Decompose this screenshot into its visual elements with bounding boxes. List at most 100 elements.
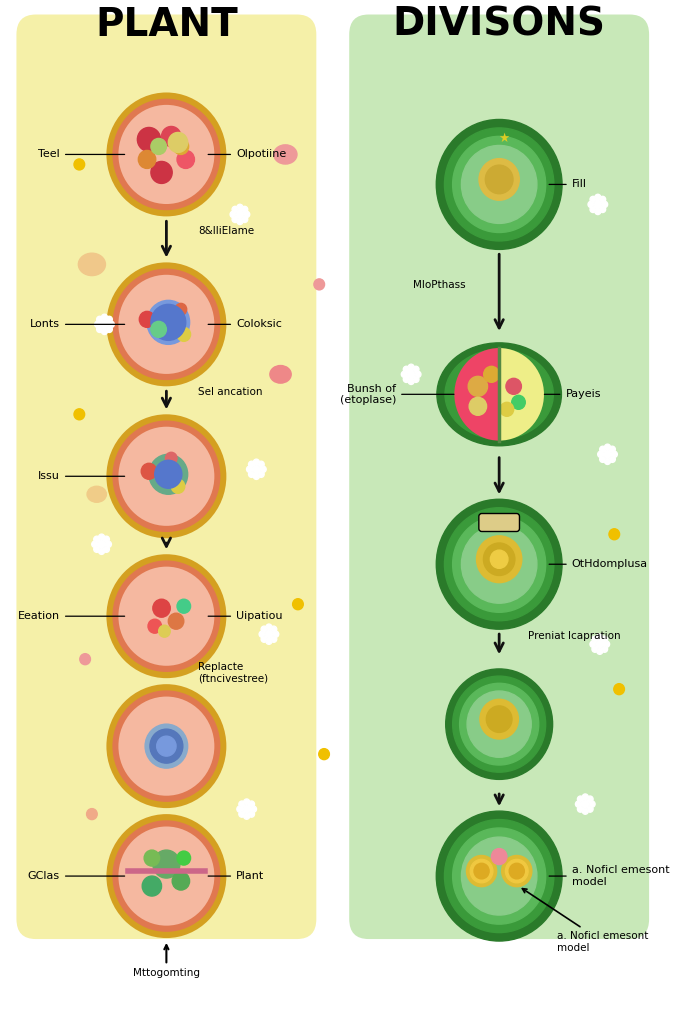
Circle shape <box>95 322 100 328</box>
Circle shape <box>477 536 522 583</box>
Circle shape <box>106 327 112 333</box>
Circle shape <box>610 446 615 453</box>
Circle shape <box>147 300 190 344</box>
Circle shape <box>403 376 409 382</box>
Circle shape <box>232 216 238 222</box>
Circle shape <box>107 554 226 678</box>
Circle shape <box>436 500 562 629</box>
Circle shape <box>237 806 243 812</box>
Circle shape <box>169 132 188 153</box>
Circle shape <box>243 805 250 813</box>
Circle shape <box>270 626 277 633</box>
Circle shape <box>266 638 272 644</box>
Circle shape <box>118 274 215 374</box>
Text: Sel ancation: Sel ancation <box>198 387 263 397</box>
Circle shape <box>171 479 185 494</box>
Circle shape <box>436 120 562 250</box>
Circle shape <box>506 859 528 883</box>
Text: 8&lliElame: 8&lliElame <box>198 226 255 237</box>
Circle shape <box>108 322 114 328</box>
Circle shape <box>112 268 220 380</box>
Text: a. Noficl emesont
model: a. Noficl emesont model <box>549 865 669 887</box>
Text: Replacte
(ftncivestree): Replacte (ftncivestree) <box>198 663 268 684</box>
Circle shape <box>248 801 255 807</box>
Text: Fill: Fill <box>549 179 587 189</box>
Circle shape <box>144 850 160 866</box>
Circle shape <box>142 877 162 896</box>
Text: OtHdomplusa: OtHdomplusa <box>549 559 648 569</box>
Circle shape <box>241 216 248 222</box>
Circle shape <box>261 626 267 633</box>
Circle shape <box>470 859 493 883</box>
Circle shape <box>272 631 279 637</box>
Circle shape <box>592 636 598 642</box>
Circle shape <box>587 796 593 803</box>
Circle shape <box>252 465 261 473</box>
Text: Lonts: Lonts <box>30 319 125 330</box>
Circle shape <box>479 159 519 201</box>
Circle shape <box>230 211 236 217</box>
Circle shape <box>175 303 186 315</box>
Circle shape <box>582 808 588 814</box>
Circle shape <box>253 459 259 466</box>
Circle shape <box>491 550 508 568</box>
Wedge shape <box>499 348 544 440</box>
Text: PLANT: PLANT <box>95 5 238 43</box>
Circle shape <box>98 548 105 554</box>
Circle shape <box>453 676 546 772</box>
Circle shape <box>589 801 595 807</box>
Circle shape <box>250 806 257 812</box>
Circle shape <box>436 811 562 941</box>
Circle shape <box>605 444 610 451</box>
Circle shape <box>177 599 191 613</box>
Circle shape <box>603 451 612 459</box>
Circle shape <box>237 204 243 211</box>
Circle shape <box>173 138 189 155</box>
Circle shape <box>462 525 537 603</box>
Text: DIVISONS: DIVISONS <box>393 5 605 43</box>
Circle shape <box>244 211 250 217</box>
Circle shape <box>149 455 188 495</box>
Circle shape <box>148 620 162 633</box>
Circle shape <box>159 626 170 637</box>
Circle shape <box>118 427 215 526</box>
Text: Coloksic: Coloksic <box>208 319 282 330</box>
Circle shape <box>151 304 186 340</box>
Circle shape <box>236 210 244 218</box>
Circle shape <box>403 367 409 373</box>
Circle shape <box>469 397 486 416</box>
FancyBboxPatch shape <box>350 14 649 939</box>
Circle shape <box>603 641 610 647</box>
Circle shape <box>145 724 188 768</box>
Circle shape <box>118 696 215 796</box>
Circle shape <box>101 314 107 321</box>
Text: GClas: GClas <box>28 871 125 881</box>
Circle shape <box>484 543 515 575</box>
Circle shape <box>592 646 598 652</box>
Circle shape <box>153 850 180 878</box>
Ellipse shape <box>78 253 105 275</box>
Circle shape <box>107 92 226 216</box>
Text: Payeis: Payeis <box>544 389 601 399</box>
Circle shape <box>112 421 220 532</box>
Circle shape <box>292 599 303 609</box>
Text: a. Noficl emesont
model: a. Noficl emesont model <box>522 889 649 952</box>
Circle shape <box>581 800 590 808</box>
Circle shape <box>107 415 226 539</box>
Circle shape <box>265 630 273 638</box>
Text: Preniat Icapration: Preniat Icapration <box>528 631 621 641</box>
Circle shape <box>258 471 264 477</box>
Ellipse shape <box>437 343 561 445</box>
Circle shape <box>610 456 615 463</box>
Circle shape <box>239 811 245 817</box>
Circle shape <box>151 322 166 337</box>
Circle shape <box>244 799 250 805</box>
Circle shape <box>577 796 583 803</box>
Circle shape <box>407 370 415 379</box>
Circle shape <box>601 202 608 208</box>
Circle shape <box>94 546 100 552</box>
FancyBboxPatch shape <box>479 513 519 531</box>
Circle shape <box>466 855 497 887</box>
Circle shape <box>261 636 267 642</box>
Circle shape <box>138 127 160 152</box>
